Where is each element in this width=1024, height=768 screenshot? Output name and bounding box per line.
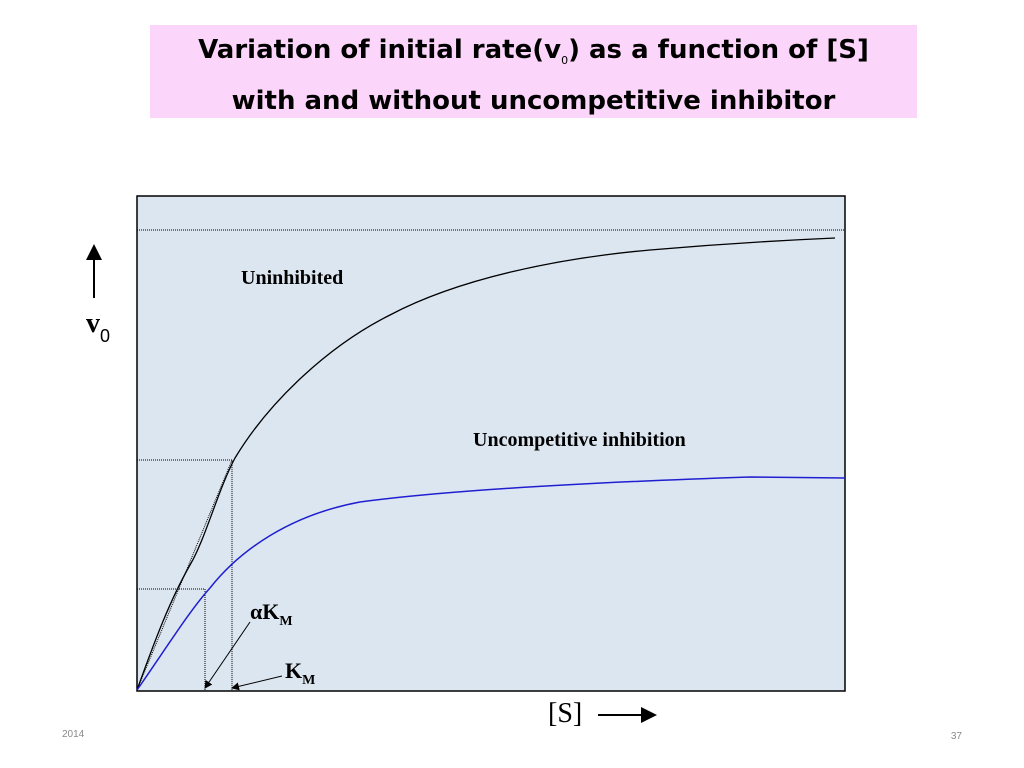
title-text: ) as a function of [S] bbox=[568, 35, 869, 65]
guide-lines bbox=[136, 459, 233, 691]
marker-text: K bbox=[285, 658, 302, 683]
title-line: with and without uncompetitive inhibitor bbox=[231, 86, 836, 117]
pointer-arrow bbox=[231, 675, 283, 691]
footer-page: 37 bbox=[951, 731, 963, 742]
title-box: Variation of initial rate(v0) as a funct… bbox=[150, 25, 917, 118]
marker-label: KM bbox=[285, 658, 315, 688]
axis-text: v bbox=[86, 308, 100, 339]
axis-subscript: 0 bbox=[100, 326, 110, 346]
marker-subscript: M bbox=[279, 614, 292, 629]
marker-subscript: M bbox=[302, 673, 315, 688]
x-axis-label: [S] bbox=[548, 698, 582, 729]
curve-label: Uncompetitive inhibition bbox=[473, 429, 686, 451]
title-text: Variation of initial rate(v bbox=[198, 35, 562, 65]
pointer-arrow bbox=[204, 621, 251, 689]
plot-area bbox=[136, 195, 846, 692]
uninhibited-curve bbox=[136, 237, 836, 691]
guide-lines bbox=[137, 588, 206, 690]
title-subscript: 0 bbox=[561, 54, 569, 68]
marker-text: αK bbox=[250, 599, 279, 624]
marker-label: αKM bbox=[250, 599, 293, 629]
inhibited-curve bbox=[136, 476, 846, 691]
curve-label: Uninhibited bbox=[241, 267, 343, 289]
footer-date: 2014 bbox=[62, 729, 85, 740]
y-axis-label: v0 bbox=[86, 308, 110, 346]
title-line: Variation of initial rate(v0) as a funct… bbox=[150, 30, 917, 81]
